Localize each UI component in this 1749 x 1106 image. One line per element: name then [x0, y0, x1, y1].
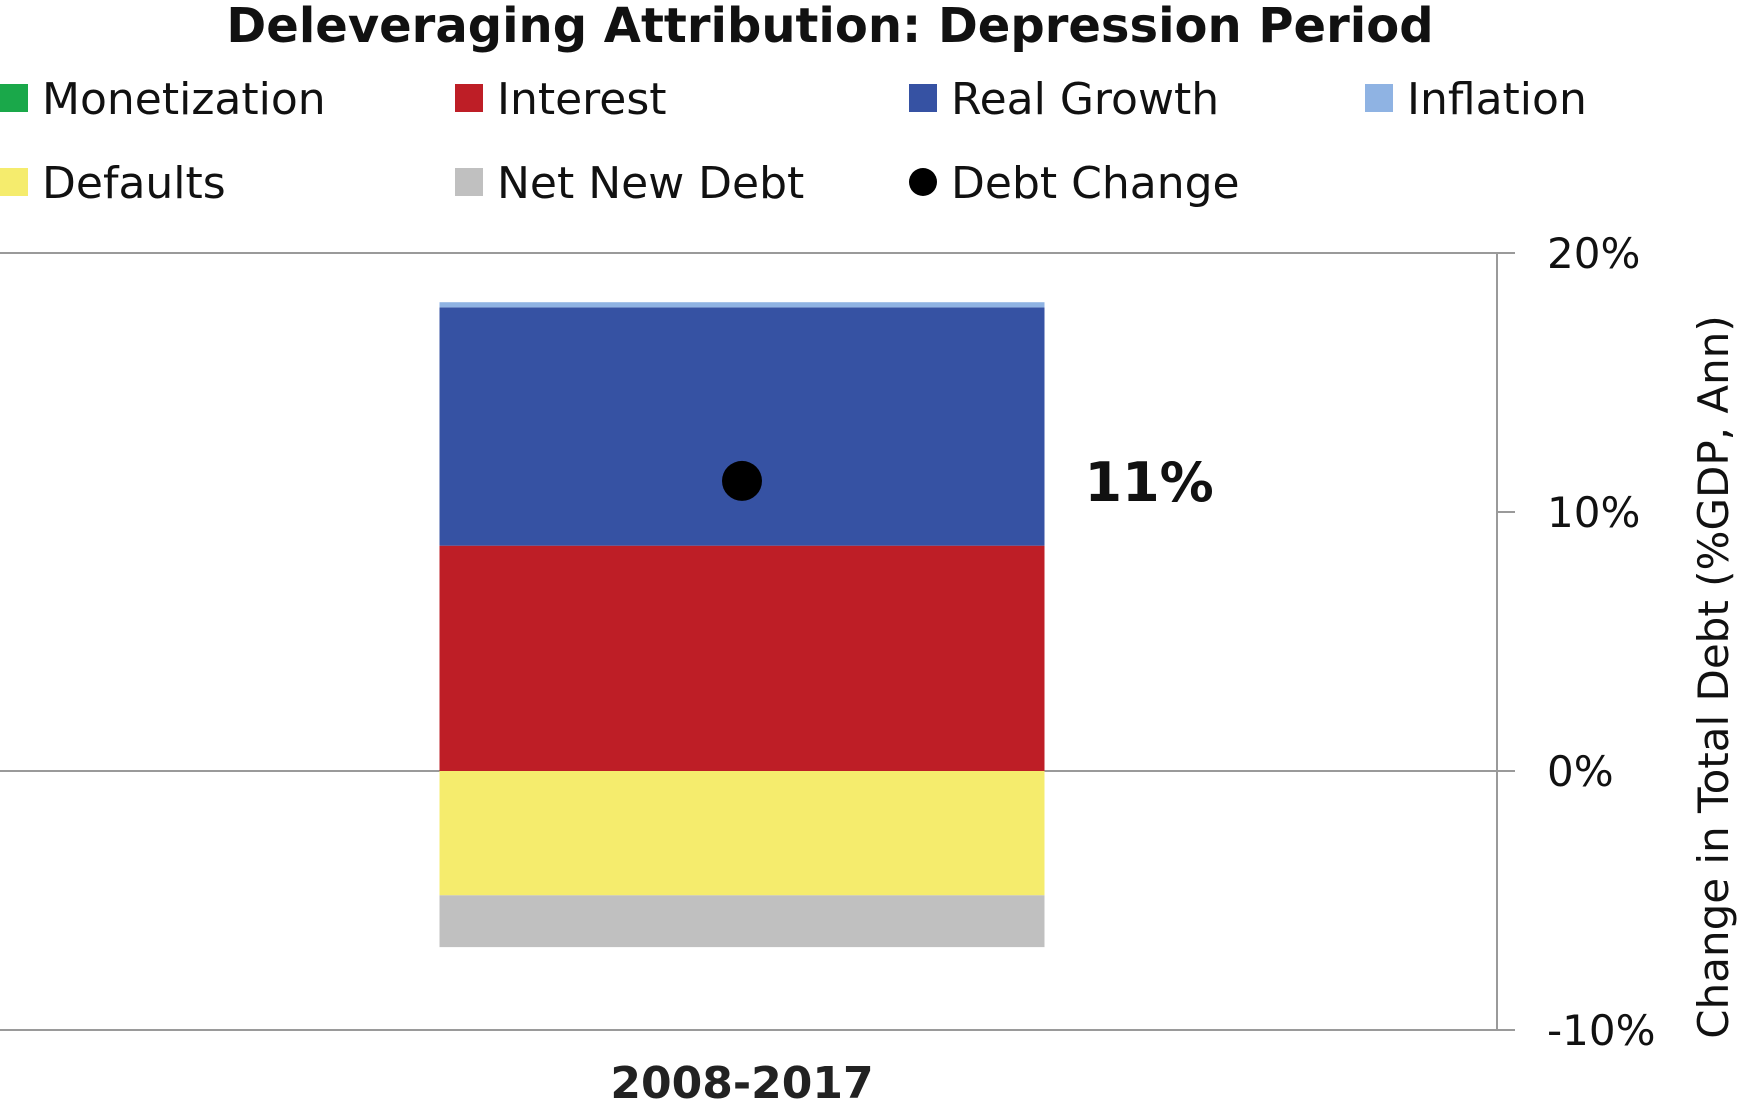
y-tick-label: 10%	[1547, 488, 1640, 537]
chart-title: Deleveraging Attribution: Depression Per…	[226, 0, 1433, 54]
legend-swatch	[455, 84, 483, 112]
axes	[0, 252, 1498, 1031]
legend-item-interest: Interest	[455, 74, 667, 125]
bar-segment-real-growth	[439, 307, 1045, 546]
y-tick-label: -10%	[1547, 1006, 1656, 1055]
annotations: 11%	[1085, 451, 1214, 514]
legend-item-defaults: Defaults	[0, 158, 226, 209]
legend-label: Debt Change	[951, 158, 1240, 209]
legend-label: Defaults	[42, 158, 226, 209]
legend-label: Monetization	[42, 74, 326, 125]
bar-segment-net-new-debt	[439, 895, 1045, 948]
legend-label: Net New Debt	[497, 158, 804, 209]
legend-item-debt-change: Debt Change	[909, 158, 1240, 209]
legend-swatch	[909, 84, 937, 112]
legend-label: Real Growth	[951, 74, 1219, 125]
legend-item-inflation: Inflation	[1365, 74, 1587, 125]
debt-change-point	[722, 460, 762, 501]
bar-segment-inflation	[439, 302, 1045, 308]
y-axis-label: Change in Total Debt (%GDP, Ann)	[1689, 315, 1738, 1038]
bar-segment-interest	[439, 545, 1045, 771]
bar-segment-defaults	[439, 771, 1045, 896]
debt-change-annotation: 11%	[1085, 451, 1214, 514]
bars	[439, 302, 1045, 948]
y-tick-label: 0%	[1547, 747, 1614, 796]
y-ticks: 20% 10% 0% -10%	[1497, 229, 1656, 1055]
x-categories: 2008-2017	[610, 1058, 873, 1106]
legend-swatch	[909, 168, 937, 196]
legend-swatch	[455, 168, 483, 196]
debt-change-markers	[722, 460, 762, 501]
legend-item-real-growth: Real Growth	[909, 74, 1219, 125]
legend-item-monetization: Monetization	[0, 74, 326, 125]
y-tick-label: 20%	[1547, 229, 1640, 278]
legend-swatch	[0, 168, 28, 196]
legend-swatch	[0, 84, 28, 112]
legend: Monetization Interest Real Growth Inflation…	[0, 74, 1587, 209]
x-category-label: 2008-2017	[610, 1058, 873, 1106]
legend-label: Inflation	[1407, 74, 1587, 125]
legend-item-net-new-debt: Net New Debt	[455, 158, 804, 209]
legend-swatch	[1365, 84, 1393, 112]
legend-label: Interest	[497, 74, 667, 125]
